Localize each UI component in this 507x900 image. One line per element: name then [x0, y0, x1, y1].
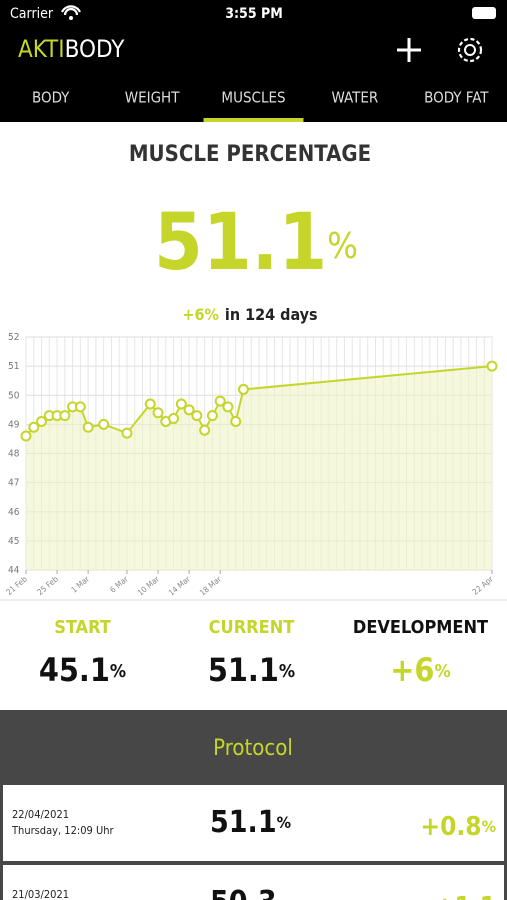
point — [144, 398, 156, 410]
point — [82, 421, 94, 433]
stat-value: +6% — [390, 651, 450, 689]
point — [36, 415, 48, 427]
row-number: 50.3 — [210, 885, 277, 900]
row-change-unit: % — [482, 817, 496, 836]
row-unit: % — [277, 813, 291, 832]
point — [121, 427, 133, 439]
tab[interactable]: MUSCLES — [221, 89, 285, 107]
row-change: +0.8% — [421, 812, 496, 842]
x-tick-label: 25 Feb — [36, 574, 61, 597]
point — [183, 404, 195, 416]
stat-unit: % — [110, 661, 126, 682]
protocol-title: Protocol — [213, 736, 293, 761]
battery — [472, 7, 496, 19]
add-button[interactable] — [397, 38, 421, 62]
point — [206, 410, 218, 422]
stat-unit: % — [434, 661, 450, 682]
x-tick-label: 14 Mar — [167, 575, 192, 598]
tab-bar: BODY WEIGHT MUSCLES WATER BODY FAT — [32, 89, 489, 122]
x-tick-label: 21 Feb — [5, 574, 30, 597]
y-tick-label: 45 — [8, 536, 19, 547]
change: +6% in 124 days — [182, 305, 317, 324]
point — [28, 421, 40, 433]
carrier: Carrier — [10, 6, 54, 22]
row-change-number: +0.8 — [421, 812, 482, 842]
point — [152, 407, 164, 419]
stat-unit: % — [279, 661, 295, 682]
x-tick-label: 1 Mar — [70, 575, 91, 595]
point — [214, 395, 226, 407]
logo-akti: AKTI — [18, 35, 65, 63]
point — [175, 398, 187, 410]
point — [20, 430, 32, 442]
point — [199, 424, 211, 436]
x-tick-label: 10 Mar — [136, 575, 161, 598]
point — [222, 401, 234, 413]
y-tick-label: 46 — [8, 507, 20, 518]
tab[interactable]: BODY FAT — [424, 89, 489, 107]
tab[interactable]: WEIGHT — [125, 89, 180, 107]
wifi-icon — [61, 5, 81, 16]
x-tick-label: 6 Mar — [108, 575, 129, 595]
current-unit: % — [327, 226, 358, 267]
settings-button[interactable] — [457, 37, 483, 63]
tab[interactable]: WATER — [332, 89, 379, 107]
protocol-row[interactable] — [3, 785, 504, 861]
stat-number: +6 — [390, 651, 434, 689]
logo: AKTIBODY — [18, 35, 125, 63]
clock: 3:55 PM — [225, 6, 282, 22]
row-date: 22/04/2021 — [12, 808, 69, 821]
point — [98, 418, 110, 430]
row-value: 51.1% — [210, 805, 291, 840]
y-tick-label: 49 — [8, 419, 20, 430]
point — [237, 383, 249, 395]
logo-body: BODY — [65, 35, 126, 63]
x-tick-label: 18 Mar — [198, 575, 223, 598]
row-value: 50.3 — [210, 885, 277, 900]
stat-number: 45.1 — [39, 651, 110, 689]
stats: START 45.1% CURRENT 51.1% DEVELOPMENT +6% — [39, 617, 488, 689]
tab[interactable]: BODY — [32, 89, 70, 107]
wifi-dot — [69, 16, 73, 20]
y-tick-label: 52 — [8, 332, 19, 343]
row-change-number: +1.1 — [435, 892, 496, 900]
row-number: 51.1 — [210, 805, 277, 840]
protocol-bar — [0, 710, 507, 783]
y-tick-label: 50 — [8, 390, 20, 401]
settings-inner — [464, 44, 476, 56]
y-tick-label: 47 — [8, 478, 19, 489]
y-tick-label: 48 — [8, 449, 20, 460]
stat-label: START — [54, 617, 111, 638]
change-text: in 124 days — [225, 305, 318, 324]
y-tick-label: 44 — [8, 565, 20, 576]
row-time: Thursday, 12:09 Uhr — [11, 824, 114, 837]
point — [168, 413, 180, 425]
point — [486, 360, 498, 372]
area — [26, 366, 492, 570]
stat-value: 51.1% — [208, 651, 295, 689]
point — [230, 415, 242, 427]
heading: MUSCLE PERCENTAGE — [129, 142, 371, 167]
current-value: 51.1% — [154, 198, 358, 288]
y-tick-label: 51 — [8, 361, 19, 372]
header-bg — [0, 0, 507, 122]
row-change: +1.1 — [435, 892, 496, 900]
protocol-row[interactable] — [3, 865, 504, 900]
change-value: +6% — [182, 305, 219, 324]
x-tick-label: 22 Apr — [471, 575, 495, 597]
stat-value: 45.1% — [39, 651, 126, 689]
stat-number: 51.1 — [208, 651, 279, 689]
chart: 44 45 46 47 48 49 50 51 52 21 Feb 25 Feb 1 Mar 6 Mar… — [5, 332, 498, 598]
tab-indicator — [203, 118, 304, 122]
point — [74, 401, 86, 413]
stat-label: DEVELOPMENT — [353, 617, 488, 638]
point — [59, 410, 71, 422]
point — [191, 410, 203, 422]
row-date: 21/03/2021 — [12, 888, 69, 900]
stat-label: CURRENT — [209, 617, 295, 638]
current-number: 51.1 — [154, 198, 327, 288]
